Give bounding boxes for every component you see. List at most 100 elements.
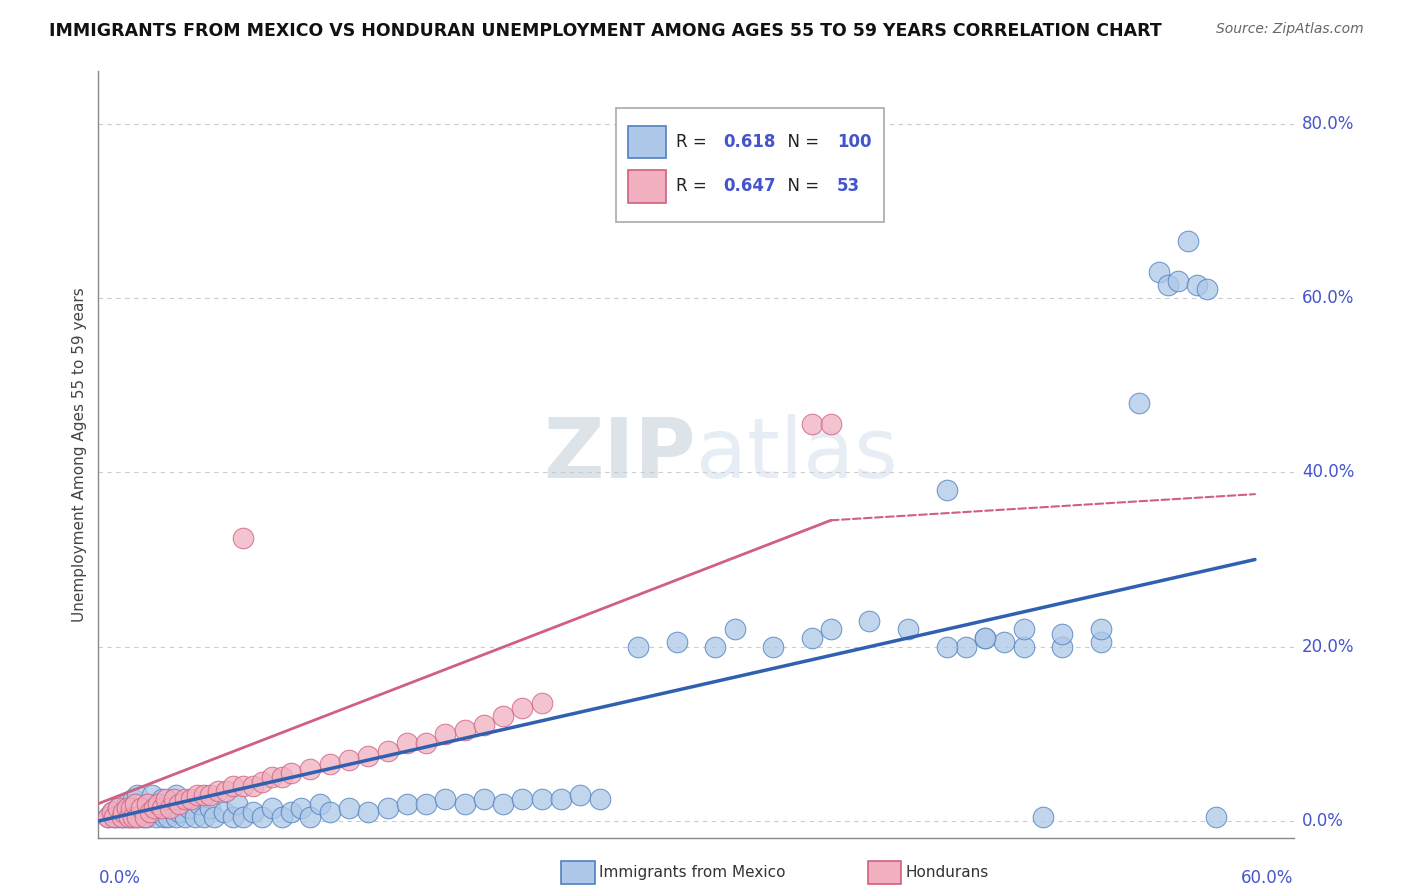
- Point: [180, 792, 202, 806]
- Point: [193, 788, 215, 802]
- Point: [357, 748, 380, 763]
- Point: [117, 801, 139, 815]
- Point: [222, 779, 245, 793]
- Point: [492, 709, 515, 723]
- Point: [139, 805, 162, 820]
- Text: 100: 100: [837, 133, 872, 151]
- Point: [141, 788, 163, 802]
- Text: R =: R =: [676, 133, 711, 151]
- Point: [222, 810, 245, 824]
- Point: [155, 792, 177, 806]
- Point: [134, 801, 156, 815]
- Point: [184, 810, 207, 824]
- Point: [1195, 282, 1218, 296]
- Point: [974, 631, 997, 645]
- Point: [1090, 635, 1112, 649]
- Point: [165, 788, 187, 802]
- Point: [122, 792, 145, 806]
- Point: [704, 640, 727, 654]
- Point: [1050, 640, 1073, 654]
- Point: [148, 797, 170, 811]
- FancyBboxPatch shape: [616, 108, 883, 222]
- Point: [135, 810, 157, 824]
- Text: atlas: atlas: [696, 415, 897, 495]
- Point: [97, 810, 120, 824]
- Point: [177, 801, 200, 815]
- Point: [135, 797, 157, 811]
- Point: [492, 797, 515, 811]
- Point: [337, 801, 360, 815]
- Point: [434, 792, 457, 806]
- Point: [762, 640, 785, 654]
- Point: [1185, 277, 1208, 292]
- Point: [270, 771, 292, 785]
- Point: [252, 774, 274, 789]
- Point: [280, 805, 302, 820]
- Point: [129, 805, 152, 820]
- Point: [150, 801, 173, 815]
- Point: [155, 801, 177, 815]
- Point: [395, 797, 418, 811]
- Text: 53: 53: [837, 178, 860, 195]
- Point: [252, 810, 274, 824]
- Point: [156, 810, 179, 824]
- Point: [149, 805, 172, 820]
- Point: [723, 622, 745, 636]
- Point: [935, 483, 957, 497]
- Point: [122, 810, 145, 824]
- Point: [200, 788, 222, 802]
- Text: 0.647: 0.647: [724, 178, 776, 195]
- Point: [143, 801, 166, 815]
- Point: [299, 762, 322, 776]
- Point: [186, 788, 208, 802]
- Point: [512, 792, 534, 806]
- Point: [665, 635, 688, 649]
- Point: [125, 810, 148, 824]
- Point: [97, 810, 120, 824]
- Point: [1205, 810, 1227, 824]
- Point: [124, 805, 146, 820]
- Text: N =: N =: [778, 178, 824, 195]
- Text: Immigrants from Mexico: Immigrants from Mexico: [599, 865, 786, 880]
- Point: [1012, 640, 1035, 654]
- FancyBboxPatch shape: [628, 170, 666, 202]
- Point: [993, 635, 1015, 649]
- Point: [377, 801, 399, 815]
- Point: [107, 801, 129, 815]
- Point: [955, 640, 977, 654]
- Point: [145, 810, 167, 824]
- Point: [588, 792, 610, 806]
- Text: 40.0%: 40.0%: [1302, 463, 1354, 482]
- Point: [112, 805, 135, 820]
- Text: 0.0%: 0.0%: [1302, 812, 1344, 830]
- Point: [134, 810, 156, 824]
- Point: [153, 810, 176, 824]
- Text: 0.618: 0.618: [724, 133, 776, 151]
- Point: [160, 797, 183, 811]
- Point: [139, 805, 162, 820]
- Point: [512, 700, 534, 714]
- Point: [125, 788, 148, 802]
- Point: [214, 783, 236, 797]
- Point: [472, 718, 495, 732]
- Point: [1177, 235, 1199, 249]
- Point: [1128, 395, 1150, 409]
- Text: IMMIGRANTS FROM MEXICO VS HONDURAN UNEMPLOYMENT AMONG AGES 55 TO 59 YEARS CORREL: IMMIGRANTS FROM MEXICO VS HONDURAN UNEMP…: [49, 22, 1161, 40]
- Point: [377, 744, 399, 758]
- Point: [472, 792, 495, 806]
- Point: [280, 766, 302, 780]
- Point: [1167, 274, 1189, 288]
- Point: [232, 531, 254, 545]
- Point: [1050, 626, 1073, 640]
- Point: [103, 810, 125, 824]
- Point: [162, 792, 184, 806]
- Point: [226, 797, 249, 811]
- Point: [337, 753, 360, 767]
- Point: [112, 805, 135, 820]
- Point: [1147, 265, 1170, 279]
- Point: [800, 417, 823, 432]
- Point: [165, 810, 187, 824]
- Point: [104, 807, 127, 822]
- Text: 60.0%: 60.0%: [1241, 869, 1294, 887]
- Point: [260, 771, 283, 785]
